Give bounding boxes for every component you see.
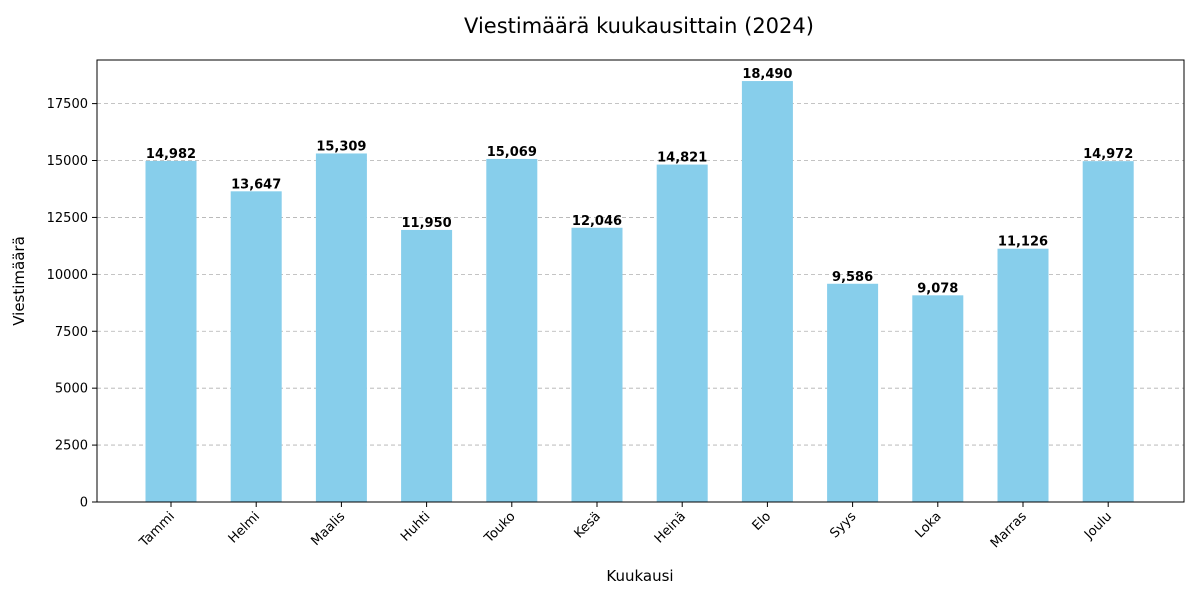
y-tick-label: 7500 bbox=[55, 325, 88, 340]
value-label: 18,490 bbox=[742, 67, 792, 82]
bar bbox=[912, 295, 964, 502]
x-tick-label: Heinä bbox=[652, 509, 689, 546]
x-tick-label: Joulu bbox=[1081, 509, 1115, 543]
x-tick-label: Marras bbox=[988, 509, 1030, 551]
value-label: 14,972 bbox=[1083, 147, 1133, 162]
bar bbox=[145, 160, 197, 502]
value-label: 15,309 bbox=[316, 139, 366, 154]
value-label: 14,821 bbox=[657, 151, 707, 166]
y-tick-label: 0 bbox=[80, 496, 88, 511]
y-tick-label: 10000 bbox=[47, 268, 88, 283]
x-tick-label: Helmi bbox=[226, 509, 263, 546]
x-tick-label: Loka bbox=[913, 509, 945, 541]
bar bbox=[656, 164, 708, 503]
bar bbox=[230, 191, 282, 502]
bar bbox=[315, 153, 367, 502]
value-label: 13,647 bbox=[231, 177, 281, 192]
y-tick-label: 17500 bbox=[47, 97, 88, 112]
value-label: 11,126 bbox=[998, 235, 1048, 250]
bars bbox=[145, 81, 1134, 503]
value-label: 9,586 bbox=[832, 270, 873, 285]
bar bbox=[1082, 161, 1134, 502]
y-tick-label: 15000 bbox=[47, 154, 88, 169]
value-label: 12,046 bbox=[572, 214, 622, 229]
x-axis-label: Kuukausi bbox=[606, 567, 673, 585]
x-tick-label: Touko bbox=[481, 509, 518, 546]
x-axis-ticks: Tammi Helmi Maalis Huhti Touko Kesä Heinä Elo Sy… bbox=[136, 502, 1115, 551]
x-tick-label: Kesä bbox=[572, 509, 604, 541]
bar bbox=[741, 81, 793, 502]
y-axis-ticks: 0 2500 5000 7500 10000 12500 15000 17500 bbox=[47, 97, 97, 511]
bar bbox=[997, 248, 1049, 502]
value-labels: 14,982 13,647 15,309 11,950 15,069 12,046 14,8… bbox=[146, 67, 1133, 296]
x-tick-label: Elo bbox=[750, 509, 775, 534]
value-label: 15,069 bbox=[487, 145, 537, 160]
bar bbox=[486, 158, 538, 502]
chart-title: Viestimäärä kuukausittain (2024) bbox=[464, 14, 814, 38]
y-axis-label: Viestimäärä bbox=[10, 236, 28, 326]
y-tick-label: 2500 bbox=[55, 439, 88, 454]
bar bbox=[827, 283, 879, 502]
value-label: 9,078 bbox=[917, 281, 958, 296]
x-tick-label: Tammi bbox=[136, 509, 178, 551]
x-tick-label: Huhti bbox=[398, 509, 433, 544]
y-tick-label: 5000 bbox=[55, 382, 88, 397]
x-tick-label: Syys bbox=[827, 509, 859, 541]
value-label: 14,982 bbox=[146, 147, 196, 162]
x-tick-label: Maalis bbox=[309, 509, 349, 549]
y-tick-label: 12500 bbox=[47, 211, 88, 226]
bar bbox=[571, 227, 623, 502]
bar bbox=[401, 229, 453, 503]
value-label: 11,950 bbox=[402, 216, 452, 231]
plot-frame bbox=[96, 59, 1185, 503]
